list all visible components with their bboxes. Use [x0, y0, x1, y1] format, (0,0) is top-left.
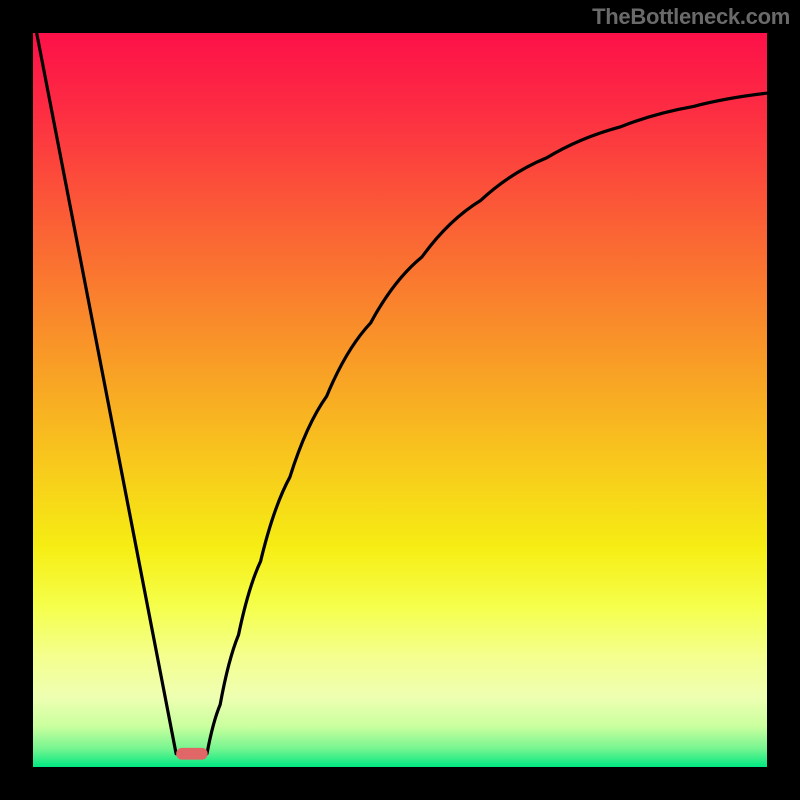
plot-background — [33, 33, 767, 767]
attribution-text: TheBottleneck.com — [592, 4, 790, 30]
chart-container: { "attribution": "TheBottleneck.com", "a… — [0, 0, 800, 800]
valley-marker — [176, 748, 208, 760]
bottleneck-chart — [0, 0, 800, 800]
